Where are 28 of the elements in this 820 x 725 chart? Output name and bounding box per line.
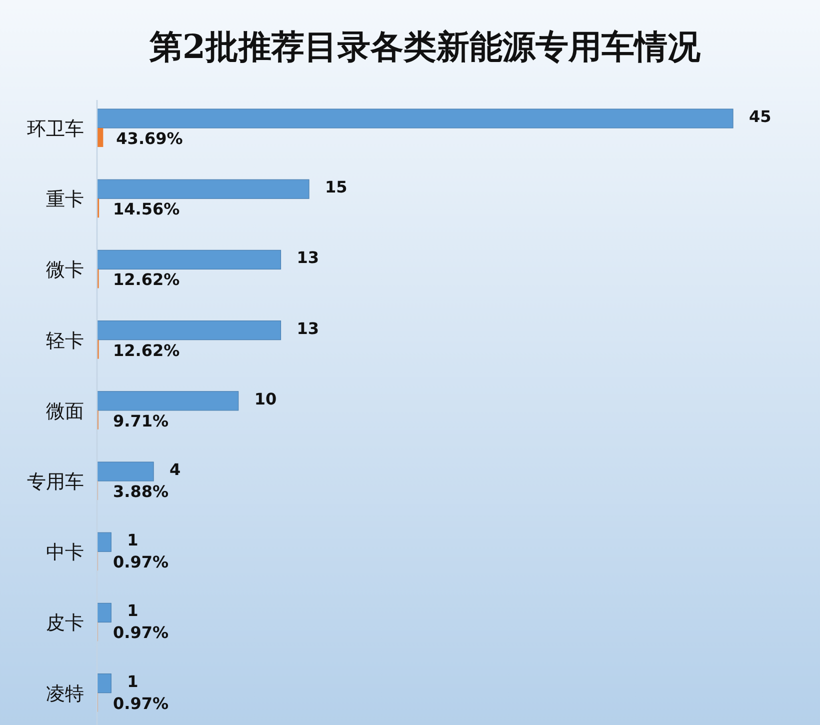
- data-label: 0.97%: [113, 552, 169, 572]
- y-tick-label: 中卡: [46, 542, 84, 564]
- y-tick-label: 专用车: [27, 471, 84, 493]
- data-label: 12.62%: [113, 340, 180, 360]
- data-label: 13: [296, 248, 319, 268]
- data-label: 4: [170, 460, 181, 479]
- data-label: 9.71%: [113, 411, 169, 430]
- data-label: 3.88%: [113, 482, 169, 501]
- data-label: 10: [254, 389, 277, 408]
- data-label: 1: [127, 530, 138, 550]
- y-tick-label: 凌特: [46, 682, 84, 705]
- y-tick-label: 轻卡: [46, 330, 84, 352]
- data-label: 0.97%: [113, 694, 169, 713]
- data-label: 15: [325, 178, 348, 197]
- y-tick-label: 微面: [46, 400, 84, 422]
- chart-title: 第2批推荐目录各类新能源专用车情况: [148, 27, 702, 66]
- y-tick-label: 重卡: [46, 188, 84, 211]
- data-label: 1: [127, 672, 138, 691]
- data-label: 1: [127, 601, 138, 620]
- y-tick-label: 皮卡: [46, 612, 84, 634]
- y-tick-label: 环卫车: [27, 118, 84, 140]
- data-label: 43.69%: [116, 129, 183, 148]
- data-label: 0.97%: [113, 623, 169, 642]
- data-label: 13: [296, 318, 319, 338]
- y-tick-label: 微卡: [46, 259, 84, 282]
- data-label: 45: [749, 107, 772, 126]
- data-label: 14.56%: [113, 200, 180, 219]
- data-label: 12.62%: [113, 270, 180, 290]
